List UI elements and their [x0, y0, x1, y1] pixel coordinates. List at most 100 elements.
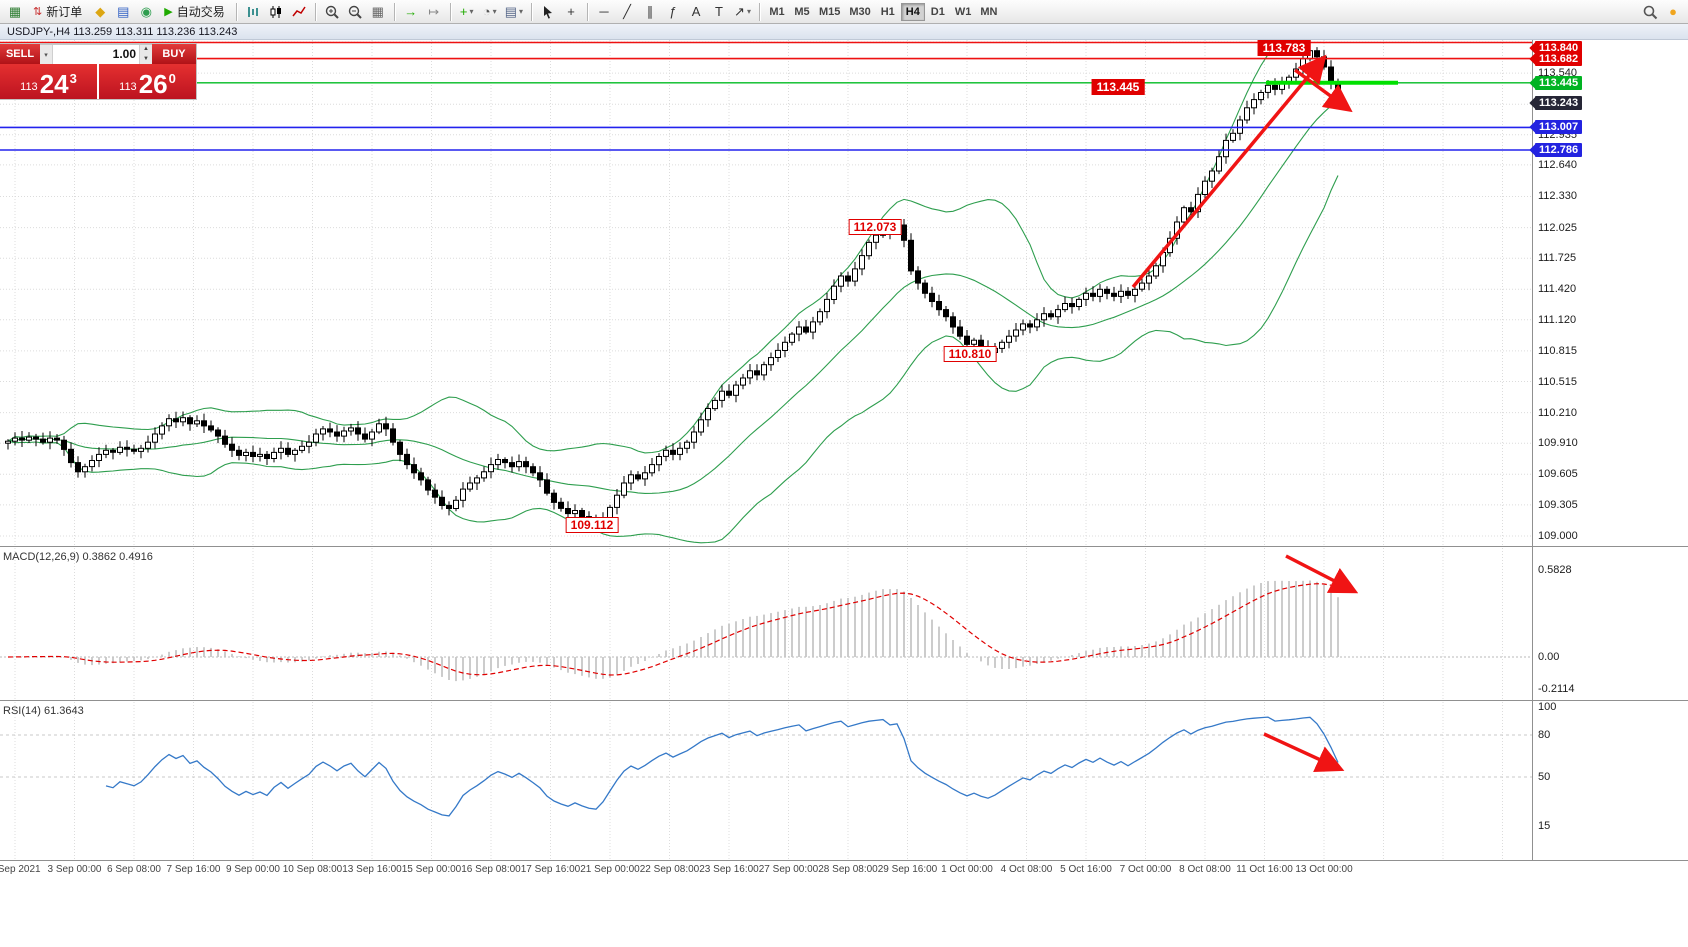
timeframe-m15[interactable]: M15 [818, 5, 841, 18]
chart-candles-icon[interactable] [265, 2, 287, 22]
timeframe-m5[interactable]: M5 [794, 5, 810, 18]
cursor-icon[interactable] [537, 2, 559, 22]
channel-icon[interactable]: ∥ [639, 2, 661, 22]
price-annotation[interactable]: 110.810 [943, 346, 997, 362]
toolbar-separator [235, 2, 237, 21]
price-tag: 113.445 [1535, 76, 1583, 90]
macd-scale-label: 0.5828 [1538, 564, 1572, 576]
autotrading-button[interactable]: ▶ 自动交易 [158, 2, 230, 22]
price-tag: 113.682 [1535, 52, 1583, 66]
timeframe-mn[interactable]: MN [980, 5, 998, 18]
volume-input[interactable]: 1.00 [112, 47, 136, 61]
timeframe-m1[interactable]: M1 [769, 5, 785, 18]
navigator-icon[interactable]: ◉ [135, 2, 157, 22]
buy-button[interactable]: BUY [152, 44, 196, 64]
periods-button-glyph: ◔ [482, 4, 491, 19]
time-axis-label: 15 Sep 00:00 [401, 864, 462, 875]
time-axis[interactable]: 1 Sep 2021 3 Sep 00:00 6 Sep 08:00 7 Sep 16… [0, 860, 1688, 880]
timeframe-w1[interactable]: W1 [954, 5, 972, 18]
text-icon[interactable]: A [685, 2, 707, 22]
new-order-button-icon: ⇅ [33, 6, 43, 18]
timeframe-h1[interactable]: H1 [880, 5, 895, 18]
templates-button-glyph: ▤ [504, 3, 518, 19]
rsi-panel-chart[interactable] [0, 702, 1532, 860]
chart-line-icon[interactable] [288, 2, 310, 22]
market-watch-icon[interactable]: ▤ [112, 2, 134, 22]
community-icon-glyph: ● [1669, 4, 1677, 19]
dropdown-arrow-icon[interactable]: ▾ [469, 7, 474, 16]
navigator-icon-glyph: ◉ [140, 3, 152, 19]
autotrading-button-icon: ▶ [164, 6, 173, 18]
macd-scale-label: 0.00 [1538, 651, 1560, 663]
text-icon-glyph: A [691, 4, 701, 19]
zoom-in-icon[interactable] [321, 2, 343, 22]
zoom-out-icon[interactable] [344, 2, 366, 22]
fibonacci-icon[interactable]: ƒ [662, 2, 684, 22]
sell-price-button[interactable]: 113 24 3 [0, 64, 97, 99]
time-axis-label: 9 Sep 00:00 [226, 864, 280, 875]
timeframe-d1[interactable]: D1 [930, 5, 945, 18]
chart-bars-icon[interactable] [242, 2, 264, 22]
chart-ohlc-title: USDJPY-,H4 113.259 113.311 113.236 113.2… [0, 24, 1688, 40]
toolbar-separator [758, 2, 760, 21]
volume-dropdown-button[interactable]: ▾ [40, 45, 53, 64]
auto-scroll-icon[interactable]: → [400, 2, 422, 22]
macd-panel-chart[interactable] [0, 548, 1532, 700]
autotrading-button-label: 自动交易 [176, 5, 225, 19]
trendline-icon[interactable]: ╱ [616, 2, 638, 22]
new-order-button[interactable]: ⇅ 新订单 [27, 2, 88, 22]
horizontal-line-icon[interactable]: ─ [593, 2, 615, 22]
dropdown-arrow-icon[interactable]: ▾ [492, 7, 497, 16]
sell-price-sup: 3 [69, 71, 77, 86]
volume-up-button[interactable]: ▲ [140, 45, 152, 55]
timeframe-h4[interactable]: H4 [900, 2, 925, 21]
price-scale-label: 109.305 [1538, 499, 1578, 511]
search-icon[interactable] [1639, 2, 1661, 22]
time-axis-label: 1 Oct 00:00 [941, 864, 993, 875]
price-scale[interactable]: 113.540 112.935 112.640 112.330 112.025 111.7… [1532, 40, 1688, 860]
time-axis-label: 7 Oct 00:00 [1119, 864, 1172, 875]
rsi-scale-label: 80 [1538, 729, 1551, 741]
price-annotation[interactable]: 113.445 [1091, 79, 1145, 95]
sell-button[interactable]: SELL [0, 44, 40, 64]
time-axis-label: 29 Sep 16:00 [877, 864, 938, 875]
panel-splitter[interactable] [0, 546, 1688, 547]
timeframe-m30[interactable]: M30 [849, 5, 871, 18]
one-click-trading-panel: SELL ▾ 1.00 ▲ ▼ BUY 113 24 3 113 26 0 [0, 44, 196, 99]
toolbar-separator [314, 2, 316, 21]
rsi-label: RSI(14) 61.3643 [3, 705, 84, 717]
arrows-icon[interactable]: ↗ ▾ [731, 2, 754, 22]
templates-button[interactable]: ▤ ▾ [502, 2, 526, 22]
market-watch-icon-glyph: ▤ [117, 3, 130, 19]
volume-down-button[interactable]: ▼ [140, 54, 152, 64]
price-scale-label: 111.120 [1538, 314, 1577, 326]
buy-price-button[interactable]: 113 26 0 [99, 64, 196, 99]
price-tag: 113.243 [1535, 96, 1583, 110]
price-chart[interactable] [0, 40, 1532, 546]
periods-button[interactable]: ◔ ▾ [479, 2, 501, 22]
macd-label: MACD(12,26,9) 0.3862 0.4916 [3, 551, 153, 563]
new-chart-icon[interactable]: ▦ [4, 2, 26, 22]
tile-windows-icon[interactable]: ▦ [367, 2, 389, 22]
label-icon[interactable]: T [708, 2, 730, 22]
community-icon[interactable]: ● [1662, 2, 1684, 22]
buy-price-sup: 0 [168, 71, 176, 86]
dropdown-arrow-icon[interactable]: ▾ [519, 7, 524, 16]
chart-shift-icon[interactable]: ↦ [423, 2, 445, 22]
crosshair-icon[interactable]: + [560, 2, 582, 22]
dropdown-arrow-icon[interactable]: ▾ [746, 7, 751, 16]
channel-icon-glyph: ∥ [646, 3, 654, 19]
price-annotation[interactable]: 109.112 [565, 517, 619, 533]
toolbar-separator [449, 2, 451, 21]
time-axis-label: 22 Sep 08:00 [639, 864, 700, 875]
tile-windows-icon-glyph: ▦ [371, 3, 384, 19]
charts-gold-icon[interactable]: ◆ [89, 2, 111, 22]
indicators-button[interactable]: + ▾ [456, 2, 478, 22]
price-annotation[interactable]: 113.783 [1257, 40, 1311, 56]
buy-price-big: 26 [138, 69, 168, 99]
macd-scale-label: -0.2114 [1538, 683, 1575, 695]
price-annotation[interactable]: 112.073 [848, 219, 902, 235]
price-scale-label: 109.000 [1538, 530, 1578, 542]
panel-splitter[interactable] [0, 700, 1688, 701]
